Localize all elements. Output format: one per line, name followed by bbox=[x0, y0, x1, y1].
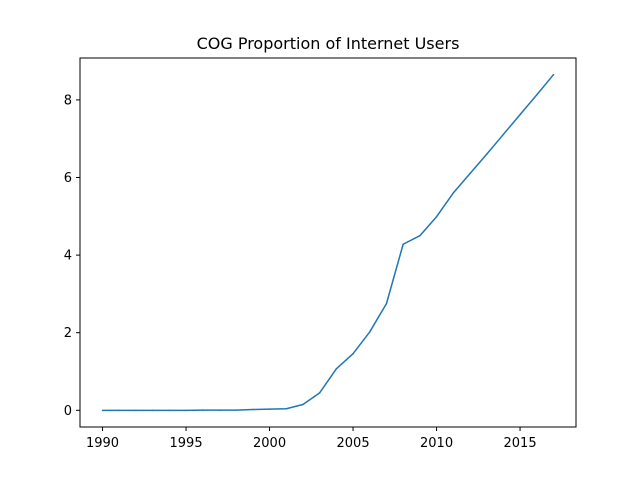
chart-title: COG Proportion of Internet Users bbox=[197, 34, 460, 53]
data-point bbox=[202, 409, 204, 411]
data-point bbox=[302, 403, 304, 406]
data-point bbox=[335, 368, 338, 370]
data-point bbox=[536, 94, 538, 96]
data-point bbox=[235, 409, 237, 411]
data-point bbox=[519, 113, 521, 116]
x-tick-label: 1990 bbox=[86, 436, 119, 451]
plot-frame bbox=[79, 57, 577, 428]
data-point bbox=[452, 192, 454, 194]
x-axis: 1990 1995 2000 2005 2010 2015 bbox=[86, 427, 537, 451]
series-line-0 bbox=[102, 74, 555, 412]
y-tick-label: 4 bbox=[64, 249, 72, 264]
y-tick-label: 6 bbox=[64, 171, 72, 186]
data-point bbox=[101, 409, 104, 412]
data-point bbox=[369, 331, 371, 333]
data-point bbox=[151, 409, 154, 412]
data-point bbox=[135, 409, 137, 412]
data-point bbox=[118, 409, 120, 412]
data-point bbox=[285, 408, 287, 410]
y-tick-label: 2 bbox=[64, 326, 72, 341]
y-tick-label: 0 bbox=[64, 404, 72, 419]
x-tick-label: 2005 bbox=[337, 436, 370, 451]
data-point bbox=[268, 408, 271, 410]
y-axis: 0 2 4 6 8 bbox=[64, 93, 80, 419]
plot-area bbox=[101, 73, 555, 412]
data-point bbox=[402, 243, 404, 245]
data-point bbox=[352, 352, 354, 355]
x-tick-label: 2010 bbox=[420, 436, 453, 451]
data-point bbox=[318, 392, 321, 394]
data-point bbox=[218, 409, 221, 411]
x-tick-label: 1995 bbox=[170, 436, 203, 451]
data-point bbox=[252, 408, 254, 411]
data-point bbox=[469, 172, 471, 175]
x-tick-label: 2000 bbox=[253, 436, 286, 451]
data-point bbox=[385, 302, 388, 305]
data-point bbox=[435, 215, 438, 218]
data-point bbox=[485, 153, 488, 155]
data-point bbox=[502, 133, 505, 136]
data-point bbox=[552, 73, 555, 76]
y-tick-label: 8 bbox=[64, 93, 72, 108]
data-point bbox=[419, 234, 421, 237]
data-point bbox=[185, 409, 187, 412]
data-point bbox=[168, 409, 171, 412]
x-tick-label: 2015 bbox=[504, 436, 537, 451]
